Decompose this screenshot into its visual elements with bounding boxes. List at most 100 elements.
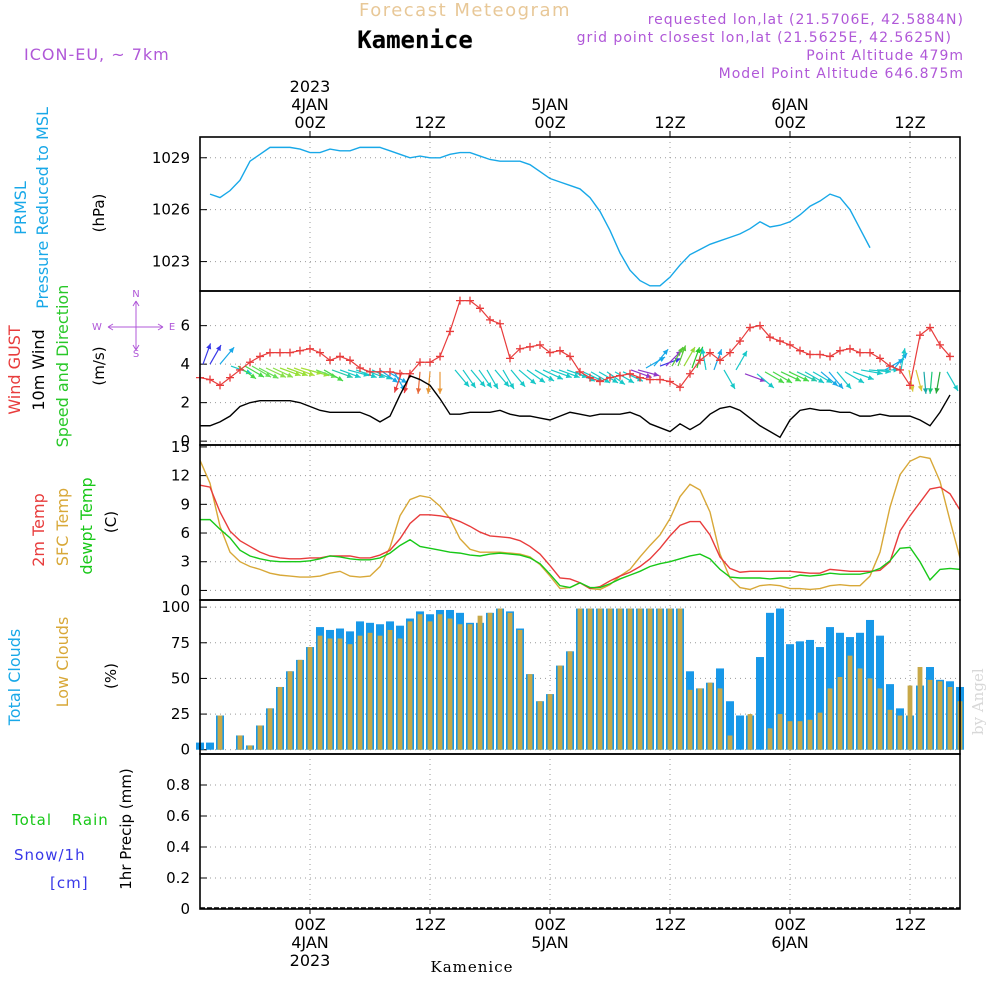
wind-arrow-head <box>678 347 683 354</box>
time-hour-bottom: 12Z <box>414 915 445 934</box>
wind-arrow-head <box>437 388 443 394</box>
gust-point <box>366 367 374 376</box>
wind-arrow <box>927 371 934 394</box>
low-cloud-bar <box>647 608 653 750</box>
gust-point <box>386 367 394 376</box>
y-tick-label: 12 <box>171 467 190 485</box>
wind-arrow <box>812 371 833 384</box>
y-tick-label: 1026 <box>152 201 190 219</box>
wind-arrow <box>788 371 810 382</box>
y-tick-label: 4 <box>180 355 190 373</box>
gust-point <box>306 344 314 353</box>
requested-coords: requested lon,lat (21.5706E, 42.5884N) <box>648 12 964 28</box>
wind-arrow-head <box>425 388 432 394</box>
total-cloud-bar <box>766 612 774 750</box>
low-cloud-bar <box>557 665 563 750</box>
low-cloud-bar <box>687 689 693 750</box>
total-rain-label: Total Rain <box>11 811 109 829</box>
gust-point <box>276 348 284 357</box>
low-cloud-bar <box>517 629 523 750</box>
y-tick-label: 0.6 <box>166 807 190 825</box>
low-cloud-bar <box>617 608 623 750</box>
gust-point <box>286 348 294 357</box>
wind-arrow <box>470 369 486 388</box>
wind-arrow <box>804 371 825 384</box>
wind-arrow-head <box>604 377 611 383</box>
wind-arrow-head <box>258 372 265 378</box>
time-label-top: 12Z <box>414 113 445 132</box>
wind-arrow <box>700 348 707 371</box>
wind-arrow-head <box>479 380 486 387</box>
total-cloud-bar <box>726 701 734 750</box>
dewpoint-line <box>200 518 961 589</box>
model-label: ICON-EU, ~ 7km <box>24 45 170 64</box>
low-cloud-bar <box>477 615 483 750</box>
wind-arrow <box>258 367 279 379</box>
low-cloud-bar <box>357 635 363 750</box>
gust-point <box>316 348 324 357</box>
compass-east: E <box>169 322 175 333</box>
low-cloud-bar <box>727 735 733 750</box>
wind-gust-markers <box>196 296 954 392</box>
y-tick-label: 0 <box>180 900 190 918</box>
gust-point <box>506 354 514 363</box>
gust-point <box>686 369 694 378</box>
wind-arrow <box>683 346 696 367</box>
cloud-unit: (%) <box>102 663 120 689</box>
wind-arrow-head <box>354 373 361 379</box>
wind-arrow-head <box>301 371 308 377</box>
temp-2m-line <box>199 484 961 590</box>
low-cloud-bar <box>857 668 863 750</box>
low-cloud-bar <box>457 624 463 750</box>
wind-arrow <box>251 365 272 378</box>
wind-speed-line <box>200 374 951 439</box>
low-cloud-bar <box>877 688 883 750</box>
wind-arrow <box>744 373 766 382</box>
total-cloud-bar <box>756 657 764 750</box>
low-cloud-bar <box>587 608 593 750</box>
low-cloud-bar <box>827 688 833 750</box>
time-year-bottom: 2023 <box>290 951 331 970</box>
wind-arrow <box>323 369 344 382</box>
temp-unit: (C) <box>102 511 120 533</box>
wind-arrow <box>922 371 929 394</box>
low-cloud-bar <box>817 712 823 750</box>
low-cloud-bar <box>397 638 403 750</box>
wind-arrow <box>756 373 775 389</box>
wind-arrow <box>892 352 908 371</box>
low-cloud-bar <box>417 614 423 750</box>
wind-arrow-head <box>503 380 510 387</box>
y-tick-label: 9 <box>180 495 190 513</box>
low-cloud-bar <box>937 681 943 750</box>
temp2m-label: 2m Temp <box>29 493 48 567</box>
gust-point <box>916 331 924 340</box>
total-cloud-bar <box>796 641 804 750</box>
wind-arrow-head <box>653 371 660 377</box>
wind-arrow <box>900 348 907 371</box>
y-tick-label: 25 <box>171 705 190 723</box>
footer-location: Kamenice <box>431 958 514 976</box>
wind-arrow <box>558 369 580 379</box>
wind-arrow <box>723 369 736 390</box>
low-cloud-bar <box>797 721 803 750</box>
gust-point <box>936 340 944 349</box>
low-cloud-bar <box>497 608 503 750</box>
low-cloud-bar <box>527 674 533 750</box>
low-cloud-bar <box>237 735 243 750</box>
total-cloud-bar <box>206 742 214 750</box>
wind-arrow <box>764 371 785 384</box>
compass-rose: N W E S <box>92 289 175 360</box>
gust-point <box>706 348 714 357</box>
watermark: by Angel <box>969 668 987 735</box>
time-label-bottom: 12Z <box>654 915 685 934</box>
wind-arrow <box>542 369 564 380</box>
wind-arrow <box>637 369 660 377</box>
low-cloud-bar <box>327 638 333 750</box>
wind-arrow <box>265 367 287 378</box>
gust-point <box>816 350 824 359</box>
location-title: Kamenice <box>357 26 473 54</box>
wind-arrow-head <box>415 388 422 394</box>
low-cloud-bar <box>297 659 303 750</box>
wind-arrow-head <box>717 349 723 356</box>
